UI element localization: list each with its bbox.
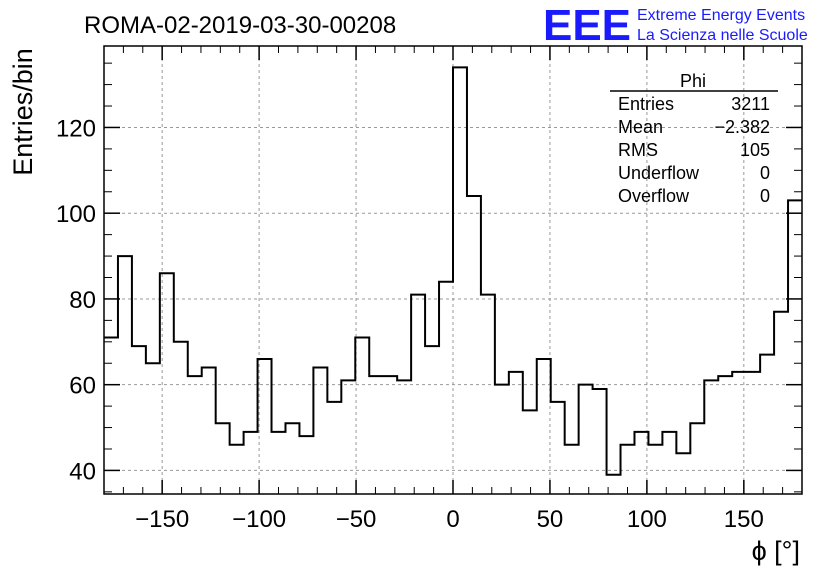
stats-box: Phi Entries 3211 Mean −2.382 RMS 105 Und… (610, 71, 778, 206)
stats-value-entries: 3211 (731, 94, 770, 114)
stats-label-rms: RMS (618, 140, 658, 160)
y-tick-label: 40 (69, 458, 96, 485)
stats-title: Phi (680, 71, 706, 91)
stats-label-underflow: Underflow (618, 163, 700, 183)
x-tick-label: −50 (336, 506, 377, 533)
logo-mark: EEE (543, 1, 631, 50)
logo-line2: La Scienza nelle Scuole (637, 27, 808, 44)
x-tick-label: 50 (537, 506, 564, 533)
x-tick-label: −150 (135, 506, 189, 533)
chart-title: ROMA-02-2019-03-30-00208 (84, 12, 396, 39)
x-tick-label: 150 (724, 506, 764, 533)
x-tick-label: −100 (232, 506, 286, 533)
stats-label-entries: Entries (618, 94, 674, 114)
stats-label-mean: Mean (618, 117, 663, 137)
axis-ticks: −150 −100 −50 0 50 100 150 40 60 80 100 120 (56, 46, 803, 533)
stats-label-overflow: Overflow (618, 186, 690, 206)
y-tick-label: 100 (56, 201, 96, 228)
y-tick-label: 80 (69, 287, 96, 314)
eee-logo: EEE Extreme Energy Events La Scienza nel… (543, 1, 808, 50)
x-tick-label: 0 (446, 506, 459, 533)
logo-line1: Extreme Energy Events (637, 7, 805, 24)
y-tick-label: 120 (56, 115, 96, 142)
stats-value-underflow: 0 (760, 163, 770, 183)
stats-value-overflow: 0 (760, 186, 770, 206)
histogram-series (104, 66, 802, 476)
stats-value-mean: −2.382 (714, 117, 770, 137)
x-axis-label: ϕ [°] (752, 536, 800, 566)
y-axis-label: Entries/bin (8, 48, 38, 176)
y-tick-label: 60 (69, 373, 96, 400)
x-tick-label: 100 (627, 506, 667, 533)
stats-value-rms: 105 (740, 140, 770, 160)
